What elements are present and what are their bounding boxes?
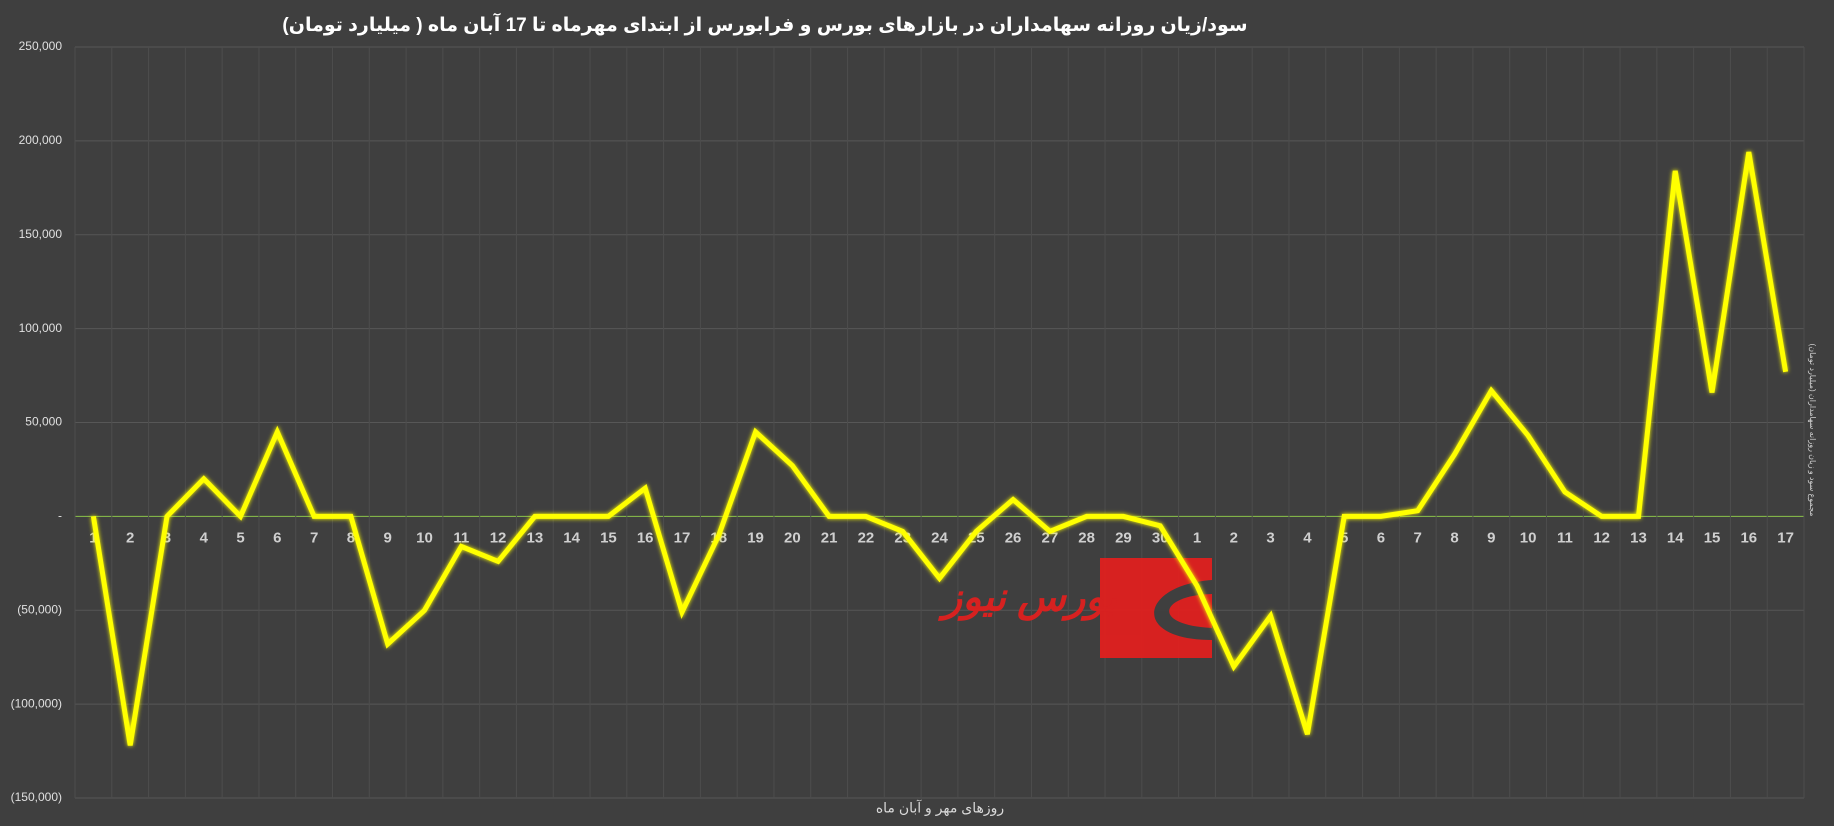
x-tick-label: 7	[310, 529, 318, 546]
x-tick-label: 7	[1414, 529, 1422, 546]
y-tick-label: 100,000	[19, 321, 63, 335]
x-tick-label: 6	[1377, 529, 1385, 546]
watermark-logo: بورس نیوز	[938, 558, 1212, 658]
y-tick-label: 50,000	[25, 415, 62, 429]
x-tick-label: 12	[490, 529, 507, 546]
x-tick-label: 29	[1115, 529, 1132, 546]
x-tick-label: 24	[931, 529, 948, 546]
watermark-text: بورس نیوز	[938, 576, 1118, 622]
y-tick-label: (150,000)	[11, 790, 62, 804]
x-tick-label: 13	[526, 529, 543, 546]
x-tick-label: 4	[200, 529, 209, 546]
x-tick-label: 2	[1230, 529, 1238, 546]
y-tick-label: (50,000)	[17, 602, 62, 616]
x-tick-label: 26	[1005, 529, 1022, 546]
y-tick-label: 200,000	[19, 133, 63, 147]
x-tick-label: 20	[784, 529, 801, 546]
x-tick-label: 27	[1042, 529, 1059, 546]
y-tick-label: (100,000)	[11, 696, 62, 710]
x-axis-title: روزهای مهر و آبان ماه	[876, 800, 1004, 817]
x-tick-label: 28	[1078, 529, 1095, 546]
x-tick-label: 8	[1450, 529, 1458, 546]
logo-curve	[1154, 580, 1212, 640]
x-tick-label: 14	[563, 529, 580, 546]
x-tick-label: 19	[747, 529, 764, 546]
x-tick-label: 10	[1520, 529, 1537, 546]
chart-title: سود/زیان روزانه سهامداران در بازارهای بو…	[282, 12, 1247, 36]
x-tick-label: 12	[1593, 529, 1610, 546]
x-tick-label: 5	[236, 529, 244, 546]
x-tick-label: 9	[1487, 529, 1495, 546]
x-tick-label: 1	[1193, 529, 1201, 546]
x-tick-label: 15	[600, 529, 617, 546]
x-tick-label: 9	[384, 529, 392, 546]
x-tick-label: 21	[821, 529, 838, 546]
x-tick-label: 5	[1340, 529, 1348, 546]
x-tick-label: 8	[347, 529, 355, 546]
x-tick-label: 4	[1303, 529, 1312, 546]
x-tick-label: 6	[273, 529, 281, 546]
y-tick-label: 150,000	[19, 227, 63, 241]
y-tick-label: 250,000	[19, 39, 63, 53]
x-tick-label: 3	[163, 529, 171, 546]
x-tick-label: 14	[1667, 529, 1684, 546]
x-tick-label: 15	[1704, 529, 1721, 546]
plot: 1 2 3 4 5 6 7 8 9 10 11 12 13 14 15 16 17 18 19 20 21 22 23 24 2…	[89, 151, 1794, 746]
x-tick-label: 22	[858, 529, 875, 546]
x-tick-label: 2	[126, 529, 134, 546]
x-tick-label: 16	[637, 529, 654, 546]
x-tick-label: 13	[1630, 529, 1647, 546]
data-line	[90, 151, 1789, 746]
x-tick-label: 11	[453, 529, 469, 546]
x-tick-label: 1	[89, 529, 97, 546]
x-tick-label: 16	[1740, 529, 1757, 546]
grid: (150,000) (100,000) (50,000) - 50,000 100,000…	[11, 39, 1805, 804]
y2-axis-title: مجموع سود و زیان روزانه سهامداران (میلیا…	[1808, 344, 1817, 517]
y-tick-label: -	[58, 509, 62, 523]
x-tick-label: 11	[1557, 529, 1573, 546]
x-tick-label: 17	[1777, 529, 1794, 546]
x-tick-label: 10	[416, 529, 433, 546]
x-tick-label: 17	[674, 529, 691, 546]
x-tick-label: 3	[1266, 529, 1274, 546]
